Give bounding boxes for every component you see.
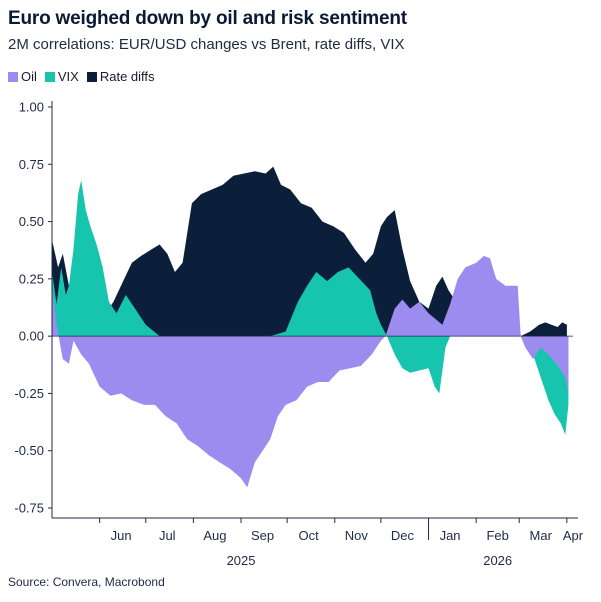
legend-item-rate-diffs: Rate diffs	[86, 69, 155, 84]
x-year-label: 2026	[483, 553, 512, 568]
chart-source: Source: Convera, Macrobond	[8, 575, 165, 589]
x-tick-label: Apr	[563, 528, 584, 543]
legend-label-rate-diffs: Rate diffs	[99, 69, 155, 84]
chart-subtitle: 2M correlations: EUR/USD changes vs Bren…	[8, 36, 405, 53]
x-tick-label: Jul	[159, 528, 176, 543]
legend-item-oil: Oil	[8, 69, 37, 84]
legend-swatch-vix	[44, 71, 55, 82]
series-areas	[52, 166, 569, 488]
area-rate-diffs	[52, 166, 567, 337]
legend: Oil VIX Rate diffs	[8, 69, 155, 84]
y-tick-label: 0.50	[19, 214, 44, 229]
x-tick-label: Mar	[530, 528, 553, 543]
x-tick-label: Nov	[345, 528, 369, 543]
legend-swatch-rate-diffs	[86, 71, 97, 82]
y-tick-label: 1.00	[19, 100, 44, 115]
y-tick-label: 0.00	[19, 329, 44, 344]
legend-label-vix: VIX	[57, 69, 79, 84]
x-tick-label: Sep	[251, 528, 274, 543]
legend-swatch-oil	[8, 71, 18, 82]
x-tick-label: Oct	[299, 528, 320, 543]
area-vix	[52, 180, 569, 435]
area-oil	[52, 255, 569, 488]
legend-label-oil: Oil	[21, 69, 37, 84]
x-year-label: 2025	[227, 553, 256, 568]
y-tick-label: 0.75	[19, 157, 44, 172]
y-tick-label: -0.75	[14, 501, 44, 516]
chart-title: Euro weighed down by oil and risk sentim…	[8, 8, 407, 29]
x-tick-label: Jun	[111, 528, 132, 543]
x-tick-label: Dec	[391, 528, 415, 543]
y-tick-label: -0.25	[14, 386, 44, 401]
legend-item-vix: VIX	[44, 69, 79, 84]
x-tick-label: Aug	[203, 528, 226, 543]
x-tick-label: Feb	[486, 528, 508, 543]
y-tick-label: -0.50	[14, 443, 44, 458]
axes: 1.00 0.75 0.50 0.25 0.00 -0.25 -0.50 -0.75 Jun Ju…	[14, 100, 583, 569]
x-tick-label: Jan	[440, 528, 461, 543]
y-tick-label: 0.25	[19, 271, 44, 286]
